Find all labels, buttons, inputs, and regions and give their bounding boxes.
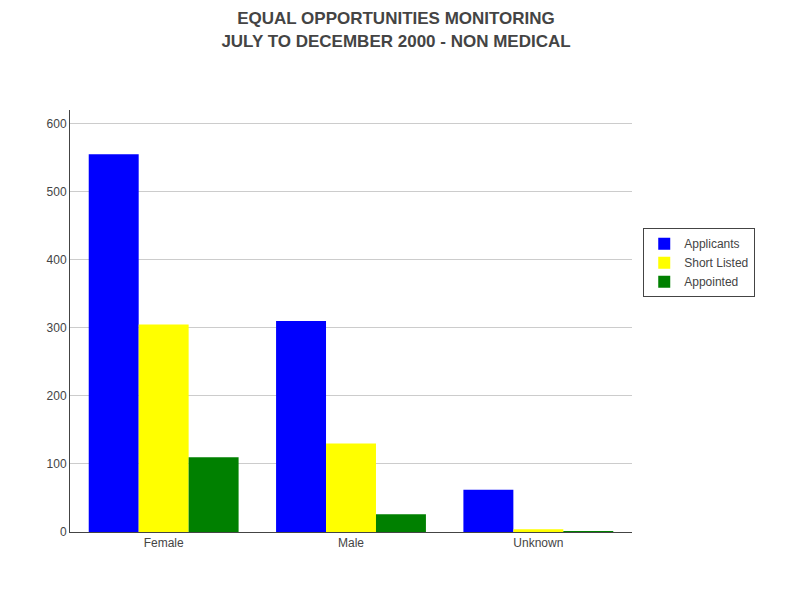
svg-text:300: 300 xyxy=(47,321,67,335)
svg-text:500: 500 xyxy=(47,185,67,199)
svg-text:Appointed: Appointed xyxy=(684,275,738,289)
svg-text:200: 200 xyxy=(47,389,67,403)
svg-text:Unknown: Unknown xyxy=(513,536,563,550)
svg-text:Short Listed: Short Listed xyxy=(684,256,748,270)
svg-text:0: 0 xyxy=(60,525,67,539)
svg-text:600: 600 xyxy=(47,117,67,131)
svg-text:400: 400 xyxy=(47,253,67,267)
svg-text:Applicants: Applicants xyxy=(684,237,739,251)
svg-text:100: 100 xyxy=(47,457,67,471)
svg-text:EQUAL OPPORTUNITIES MONITORING: EQUAL OPPORTUNITIES MONITORINGJULY TO DE… xyxy=(221,9,570,50)
svg-text:Male: Male xyxy=(338,536,364,550)
svg-text:Female: Female xyxy=(144,536,184,550)
